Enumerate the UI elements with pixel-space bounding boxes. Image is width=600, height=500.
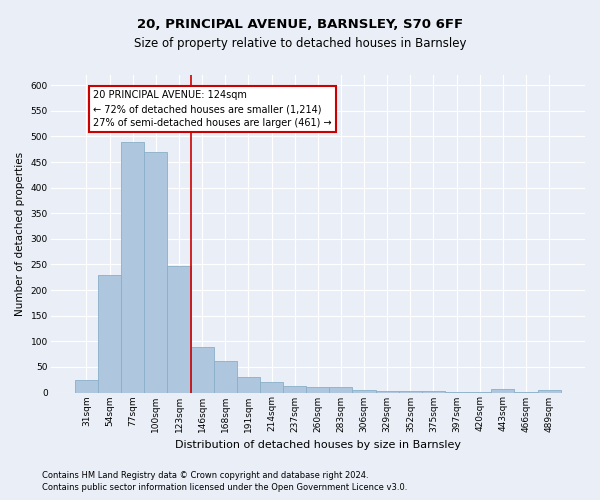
Bar [352, 390, 376, 392]
Bar [167, 266, 191, 392]
Bar [283, 386, 306, 392]
Bar [399, 391, 422, 392]
Text: Contains HM Land Registry data © Crown copyright and database right 2024.: Contains HM Land Registry data © Crown c… [42, 471, 368, 480]
Bar [214, 361, 237, 392]
Bar [260, 382, 283, 392]
Bar [144, 152, 167, 392]
Text: 20, PRINCIPAL AVENUE, BARNSLEY, S70 6FF: 20, PRINCIPAL AVENUE, BARNSLEY, S70 6FF [137, 18, 463, 30]
Bar [329, 388, 352, 392]
Bar [75, 380, 98, 392]
Bar [237, 377, 260, 392]
Bar [98, 274, 121, 392]
Bar [538, 390, 561, 392]
Text: Size of property relative to detached houses in Barnsley: Size of property relative to detached ho… [134, 38, 466, 51]
Bar [306, 388, 329, 392]
Y-axis label: Number of detached properties: Number of detached properties [15, 152, 25, 316]
Bar [191, 348, 214, 393]
X-axis label: Distribution of detached houses by size in Barnsley: Distribution of detached houses by size … [175, 440, 461, 450]
Text: 20 PRINCIPAL AVENUE: 124sqm
← 72% of detached houses are smaller (1,214)
27% of : 20 PRINCIPAL AVENUE: 124sqm ← 72% of det… [94, 90, 332, 128]
Bar [376, 391, 399, 392]
Bar [121, 142, 144, 392]
Bar [491, 390, 514, 392]
Text: Contains public sector information licensed under the Open Government Licence v3: Contains public sector information licen… [42, 484, 407, 492]
